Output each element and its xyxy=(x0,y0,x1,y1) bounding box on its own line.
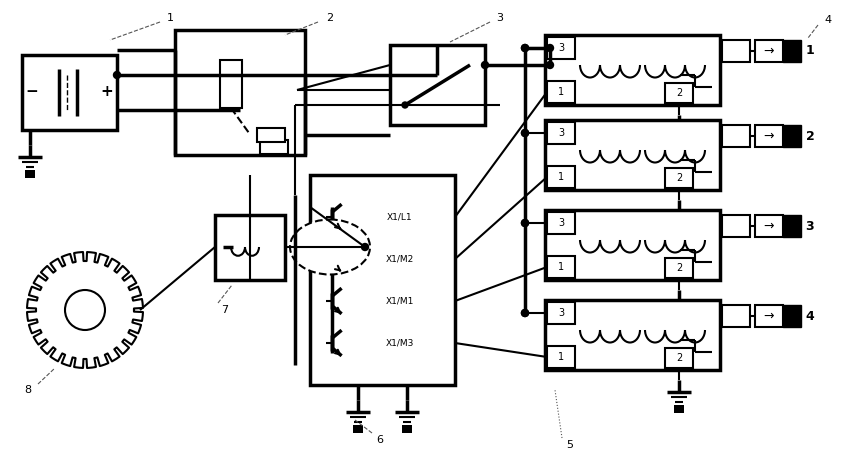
Bar xyxy=(402,425,412,433)
Bar xyxy=(665,168,693,188)
Bar xyxy=(545,210,720,280)
Circle shape xyxy=(522,219,529,226)
Bar xyxy=(665,83,693,103)
Text: 3: 3 xyxy=(558,218,564,228)
Circle shape xyxy=(522,219,529,226)
Bar xyxy=(547,81,575,103)
Bar xyxy=(390,45,485,125)
Text: 4: 4 xyxy=(825,15,831,25)
Text: 6: 6 xyxy=(377,435,384,445)
Bar xyxy=(722,40,750,62)
Text: 1: 1 xyxy=(558,87,564,97)
Circle shape xyxy=(481,62,488,69)
Bar xyxy=(353,425,363,433)
Text: →: → xyxy=(764,310,774,323)
Text: 3: 3 xyxy=(558,43,564,53)
Bar xyxy=(755,215,783,237)
Text: 2: 2 xyxy=(806,129,814,142)
Text: 1: 1 xyxy=(558,352,564,362)
Bar xyxy=(722,305,750,327)
Circle shape xyxy=(113,71,120,78)
Bar xyxy=(257,128,285,142)
Text: 2: 2 xyxy=(326,13,334,23)
Text: 1: 1 xyxy=(806,44,814,57)
Text: 2: 2 xyxy=(676,263,682,273)
Bar xyxy=(545,35,720,105)
Text: →: → xyxy=(764,129,774,142)
Bar xyxy=(260,140,288,154)
Text: X1/M2: X1/M2 xyxy=(386,255,414,263)
Text: 1: 1 xyxy=(166,13,173,23)
Bar xyxy=(547,212,575,234)
Circle shape xyxy=(522,44,529,51)
Bar xyxy=(755,40,783,62)
Circle shape xyxy=(547,62,553,69)
Circle shape xyxy=(522,129,529,136)
Text: 1: 1 xyxy=(558,262,564,272)
Text: 2: 2 xyxy=(676,353,682,363)
Text: X1/M3: X1/M3 xyxy=(386,339,414,347)
Bar xyxy=(25,170,35,178)
Bar xyxy=(665,348,693,368)
Bar xyxy=(545,300,720,370)
Bar xyxy=(547,166,575,188)
Bar xyxy=(547,256,575,278)
Circle shape xyxy=(522,44,529,51)
Text: 1: 1 xyxy=(558,172,564,182)
Text: X1/L1: X1/L1 xyxy=(387,212,413,221)
Bar xyxy=(220,60,242,108)
Bar xyxy=(547,122,575,144)
Circle shape xyxy=(522,310,529,317)
Text: 4: 4 xyxy=(806,310,814,323)
Text: 2: 2 xyxy=(676,88,682,98)
Ellipse shape xyxy=(290,219,370,275)
Text: +: + xyxy=(100,85,113,99)
Bar xyxy=(674,225,684,233)
Bar xyxy=(674,405,684,413)
Bar xyxy=(665,258,693,278)
Bar xyxy=(783,40,801,62)
Text: −: − xyxy=(26,85,39,99)
Bar xyxy=(674,140,684,148)
Bar xyxy=(175,30,305,155)
Text: 3: 3 xyxy=(806,219,814,233)
Bar xyxy=(547,37,575,59)
Text: 7: 7 xyxy=(221,305,228,315)
Text: X1/M1: X1/M1 xyxy=(386,297,414,305)
Bar xyxy=(783,305,801,327)
Text: 5: 5 xyxy=(566,440,573,450)
Text: 2: 2 xyxy=(676,173,682,183)
Text: 3: 3 xyxy=(558,128,564,138)
Bar xyxy=(22,55,117,130)
Bar xyxy=(547,302,575,324)
Circle shape xyxy=(547,44,553,51)
Bar xyxy=(310,175,455,385)
Bar xyxy=(722,215,750,237)
Text: 3: 3 xyxy=(497,13,504,23)
Bar xyxy=(215,215,285,280)
Bar xyxy=(545,120,720,190)
Circle shape xyxy=(361,243,368,250)
Bar xyxy=(547,346,575,368)
Bar xyxy=(755,305,783,327)
Bar xyxy=(783,125,801,147)
Text: →: → xyxy=(764,44,774,57)
Text: →: → xyxy=(764,219,774,233)
Text: 8: 8 xyxy=(24,385,32,395)
Bar xyxy=(722,125,750,147)
Circle shape xyxy=(522,310,529,317)
Circle shape xyxy=(522,129,529,136)
Text: 3: 3 xyxy=(558,308,564,318)
Bar xyxy=(755,125,783,147)
Bar xyxy=(783,215,801,237)
Bar xyxy=(674,315,684,323)
Circle shape xyxy=(402,102,408,108)
